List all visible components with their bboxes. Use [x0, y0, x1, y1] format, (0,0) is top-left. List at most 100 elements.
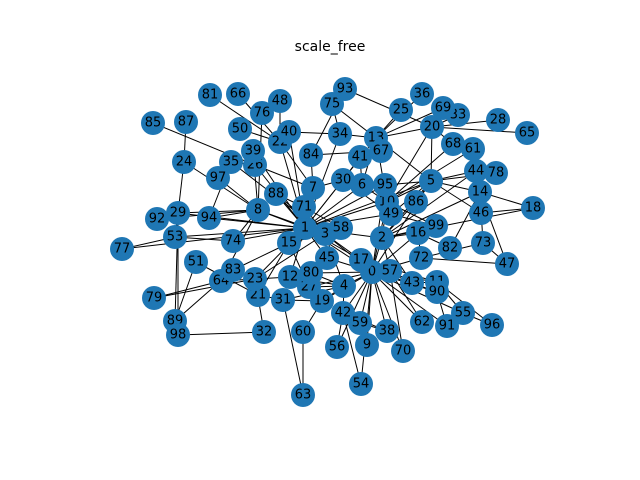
node-73: 73 — [471, 231, 495, 255]
node-label: 83 — [225, 263, 242, 278]
node-circle — [375, 319, 399, 343]
node-label: 18 — [525, 201, 542, 216]
node-62: 62 — [410, 310, 434, 334]
node-circle — [484, 161, 508, 185]
node-label: 0 — [368, 265, 376, 280]
node-circle — [424, 214, 448, 238]
node-circle — [141, 111, 165, 135]
node-circle — [291, 383, 315, 407]
node-94: 94 — [197, 206, 221, 230]
node-circle — [325, 335, 349, 359]
node-label: 59 — [352, 316, 369, 331]
edge-1-94 — [208, 217, 306, 229]
node-circle — [471, 231, 495, 255]
node-circle — [241, 139, 265, 163]
node-circle — [431, 96, 455, 120]
node-55: 55 — [451, 301, 475, 325]
node-17: 17 — [349, 248, 373, 272]
node-circle — [521, 196, 545, 220]
node-38: 38 — [375, 319, 399, 343]
node-circle — [293, 216, 317, 240]
node-label: 85 — [145, 116, 162, 131]
nodes-layer: 0123456789101112131415161718192021222324… — [110, 77, 545, 407]
node-label: 71 — [296, 200, 313, 215]
node-69: 69 — [431, 96, 455, 120]
node-6: 6 — [350, 173, 374, 197]
node-circle — [404, 190, 428, 214]
node-68: 68 — [441, 132, 465, 156]
node-circle — [400, 271, 424, 295]
node-label: 87 — [178, 115, 195, 130]
node-circle — [271, 288, 295, 312]
node-circle — [441, 132, 465, 156]
node-label: 39 — [245, 144, 262, 159]
node-99: 99 — [424, 214, 448, 238]
node-12: 12 — [278, 265, 302, 289]
node-circle — [332, 274, 356, 298]
node-label: 91 — [439, 319, 456, 334]
node-circle — [329, 216, 353, 240]
node-label: 28 — [490, 113, 507, 128]
node-20: 20 — [420, 115, 444, 139]
node-56: 56 — [325, 335, 349, 359]
node-label: 30 — [335, 173, 352, 188]
node-98: 98 — [166, 323, 190, 347]
node-label: 46 — [473, 206, 490, 221]
node-label: 54 — [353, 377, 370, 392]
node-circle — [198, 83, 222, 107]
node-label: 48 — [272, 94, 289, 109]
node-36: 36 — [410, 82, 434, 106]
node-label: 6 — [358, 178, 366, 193]
node-label: 34 — [332, 127, 349, 142]
node-circle — [315, 246, 339, 270]
node-81: 81 — [198, 83, 222, 107]
node-1: 1 — [293, 216, 317, 240]
node-circle — [409, 246, 433, 270]
node-circle — [277, 231, 301, 255]
node-label: 14 — [472, 185, 489, 200]
node-92: 92 — [145, 207, 169, 231]
node-circle — [495, 252, 519, 276]
node-circle — [166, 323, 190, 347]
edge-20-93 — [344, 88, 433, 128]
node-48: 48 — [268, 89, 292, 113]
node-circle — [163, 225, 187, 249]
node-49: 49 — [379, 202, 403, 226]
node-32: 32 — [252, 320, 276, 344]
edge-72-47 — [420, 257, 508, 265]
node-9: 9 — [355, 333, 379, 357]
node-7: 7 — [301, 176, 325, 200]
node-circle — [221, 258, 245, 282]
node-label: 8 — [254, 203, 262, 218]
node-label: 80 — [303, 266, 320, 281]
node-58: 58 — [329, 216, 353, 240]
node-2: 2 — [370, 226, 394, 250]
node-label: 36 — [414, 87, 431, 102]
node-label: 93 — [337, 82, 354, 97]
node-circle — [268, 89, 292, 113]
node-circle — [328, 122, 352, 146]
node-label: 65 — [519, 126, 536, 141]
node-circle — [166, 201, 190, 225]
node-circle — [435, 314, 459, 338]
node-78: 78 — [484, 161, 508, 185]
edge-1-10 — [304, 201, 388, 229]
node-label: 99 — [428, 219, 445, 234]
node-circle — [243, 267, 267, 291]
node-74: 74 — [221, 229, 245, 253]
node-circle — [379, 202, 403, 226]
node-34: 34 — [328, 122, 352, 146]
edge-2-14 — [381, 191, 481, 239]
node-circle — [468, 180, 492, 204]
node-circle — [333, 77, 357, 101]
node-label: 60 — [295, 325, 312, 340]
node-70: 70 — [391, 339, 415, 363]
node-76: 76 — [250, 101, 274, 125]
node-circle — [221, 229, 245, 253]
node-label: 20 — [424, 120, 441, 135]
node-28: 28 — [486, 108, 510, 132]
node-66: 66 — [226, 82, 250, 106]
node-circle — [355, 333, 379, 357]
node-circle — [184, 250, 208, 274]
node-label: 15 — [281, 236, 298, 251]
